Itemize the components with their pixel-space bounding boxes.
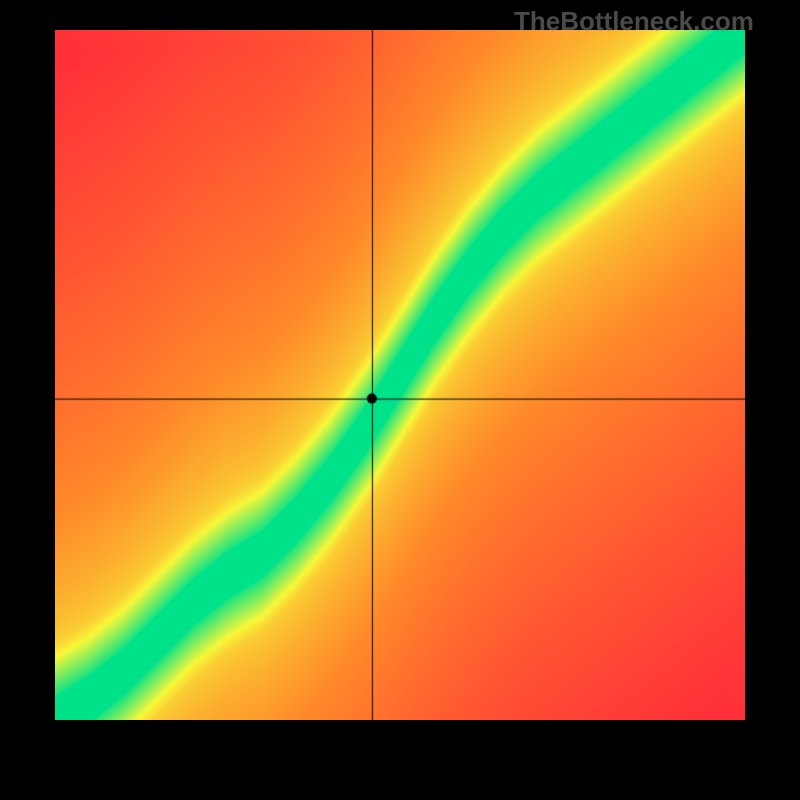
watermark-text: TheBottleneck.com xyxy=(514,6,754,37)
chart-stage: TheBottleneck.com xyxy=(0,0,800,800)
bottleneck-heatmap xyxy=(55,30,745,720)
